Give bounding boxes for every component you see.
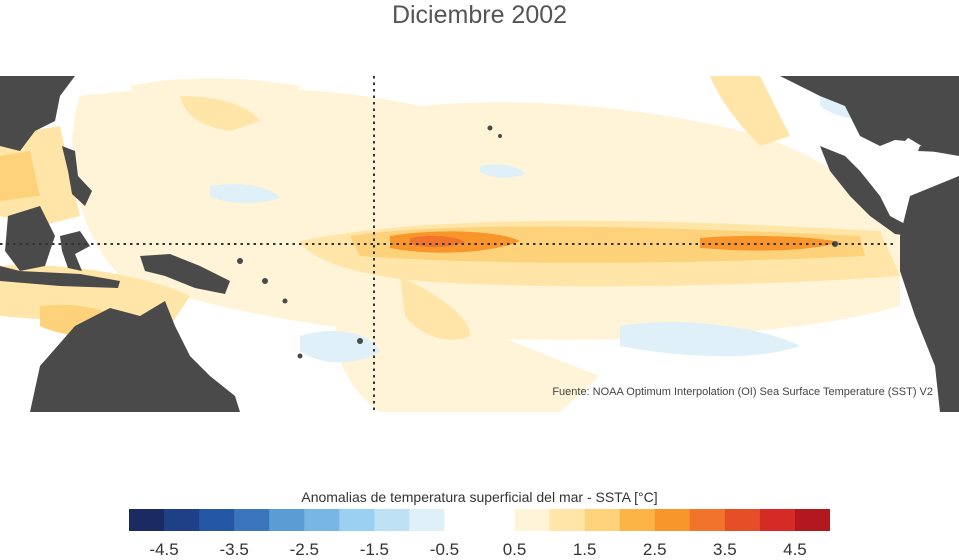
colorbar-tick-label: -2.5 [289,540,319,559]
land-masses [0,76,959,412]
colorbar-bin [724,509,761,531]
colorbar-label: Anomalias de temperatura superficial del… [301,489,658,505]
colorbar-bin [164,509,200,531]
land-java [0,266,120,288]
land-north-america [780,76,959,156]
land-central-america [820,146,910,236]
colorbar-bin [759,509,796,531]
land-asia [0,76,75,151]
colorbar-tick-label: 4.5 [783,540,807,559]
land-borneo [5,206,55,271]
land-sulawesi [60,231,90,271]
colorbar-tick-label: -0.5 [429,540,460,559]
sst-anomaly-map [0,76,959,412]
colorbar-bin [514,509,551,531]
land-philippines [62,146,92,206]
colorbar-bin [199,509,235,531]
colorbar [129,509,830,531]
land-new-guinea [140,254,230,294]
colorbar-bin [129,509,165,531]
colorbar-bin [444,509,516,531]
colorbar-bin [374,509,410,531]
colorbar-bin [549,509,586,531]
colorbar-tick-label: 3.5 [713,540,737,559]
colorbar-bin [619,509,656,531]
source-credit: Fuente: NOAA Optimum Interpolation (OI) … [552,386,933,398]
colorbar-bin [234,509,270,531]
colorbar-tick-label: 2.5 [642,540,667,559]
colorbar-tick-label: 1.5 [572,540,597,559]
land-australia [30,301,240,412]
colorbar-tick-label: -3.5 [219,540,249,559]
colorbar-bin [584,509,621,531]
land-south-america [900,176,959,412]
colorbar-bin [304,509,340,531]
colorbar-bin [654,509,691,531]
colorbar-tick-label: 0.5 [502,540,527,559]
colorbar-bin [339,509,375,531]
colorbar-bin [794,509,830,531]
colorbar-bin [269,509,305,531]
colorbar-bin [689,509,726,531]
map-title: Diciembre 2002 [391,1,568,29]
colorbar-bin [409,509,445,531]
colorbar-tick-label: -1.5 [359,540,389,559]
colorbar-tick-label: -4.5 [149,540,179,559]
